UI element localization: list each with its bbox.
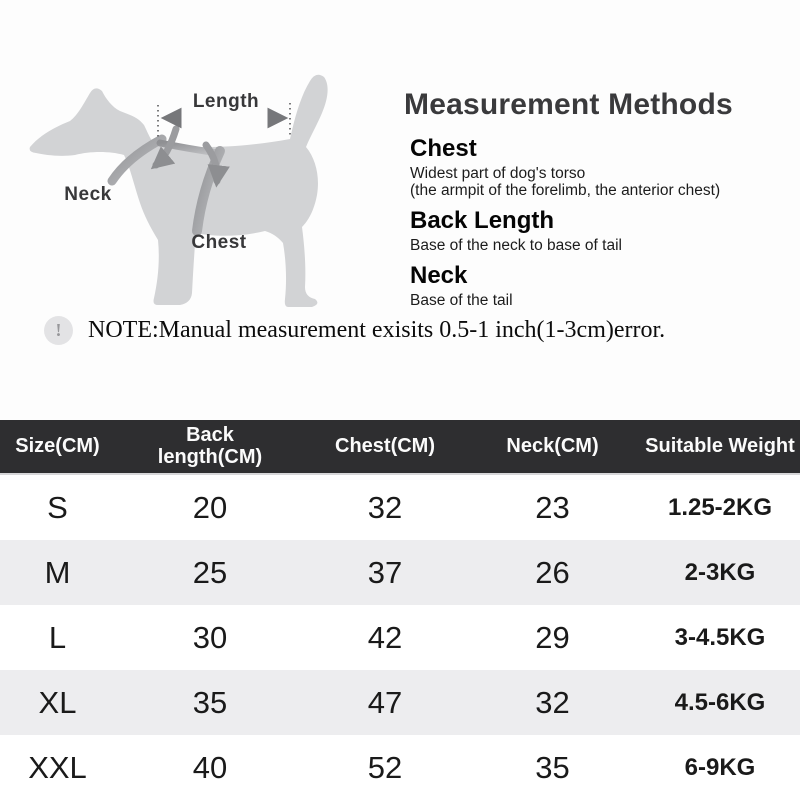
method-chest-line2: (the armpit of the forelimb, the anterio… bbox=[410, 182, 721, 199]
table-row-xxl: XXL 40 52 35 6-9KG bbox=[0, 735, 800, 800]
cell-back-length: 30 bbox=[192, 619, 228, 655]
cell-weight: 3-4.5KG bbox=[674, 623, 766, 651]
cell-neck: 32 bbox=[535, 684, 570, 720]
cell-back-length: 35 bbox=[192, 684, 228, 720]
method-chest-heading: Chest bbox=[410, 135, 477, 162]
exclamation-icon: ! bbox=[44, 316, 73, 345]
dog-measurement-diagram: Length Neck Chest bbox=[29, 74, 328, 307]
cell-weight: 2-3KG bbox=[684, 558, 756, 586]
method-neck: Neck Base of the tail bbox=[404, 262, 800, 309]
size-table: Size(CM) Back length(CM) Chest(CM) Neck(… bbox=[0, 420, 800, 800]
dog-silhouette bbox=[29, 74, 328, 307]
cell-size: M bbox=[44, 554, 71, 590]
chest-pointer-arrow bbox=[202, 141, 230, 188]
cell-chest: 42 bbox=[367, 619, 403, 655]
cell-chest: 37 bbox=[367, 554, 403, 590]
cell-neck: 35 bbox=[535, 749, 570, 785]
table-row-s: S 20 32 23 1.25-2KG bbox=[0, 475, 800, 540]
cell-chest: 32 bbox=[367, 489, 403, 525]
cell-size: XL bbox=[38, 684, 77, 720]
cell-back-length: 40 bbox=[192, 749, 228, 785]
neck-pointer-arrow bbox=[150, 125, 180, 170]
cell-size: XXL bbox=[28, 749, 87, 785]
chest-label: Chest bbox=[191, 232, 246, 253]
cell-chest: 47 bbox=[367, 684, 403, 720]
measurement-methods-section: Measurement Methods Chest Widest part of… bbox=[404, 88, 800, 309]
cell-neck: 23 bbox=[535, 489, 570, 525]
cell-size: L bbox=[48, 619, 67, 655]
cell-neck: 29 bbox=[535, 619, 570, 655]
table-row-m: M 25 37 26 2-3KG bbox=[0, 540, 800, 605]
method-neck-line1: Base of the tail bbox=[410, 292, 513, 309]
size-table-header: Size(CM) Back length(CM) Chest(CM) Neck(… bbox=[0, 420, 800, 475]
method-back-line1: Base of the neck to base of tail bbox=[410, 237, 622, 254]
header-cell-back-length-text: Back length(CM) bbox=[157, 424, 263, 468]
cell-chest: 52 bbox=[367, 749, 403, 785]
length-label: Length bbox=[193, 91, 259, 112]
methods-title: Measurement Methods bbox=[404, 88, 733, 121]
neck-label: Neck bbox=[64, 184, 111, 205]
header-cell-chest: Chest(CM) bbox=[335, 435, 435, 457]
cell-neck: 26 bbox=[535, 554, 570, 590]
method-neck-heading: Neck bbox=[410, 262, 468, 289]
table-row-l: L 30 42 29 3-4.5KG bbox=[0, 605, 800, 670]
cell-size: S bbox=[47, 489, 68, 525]
neck-strap bbox=[107, 134, 167, 186]
header-cell-size: Size(CM) bbox=[15, 435, 100, 457]
cell-weight: 1.25-2KG bbox=[667, 493, 773, 521]
note-banner: ! NOTE:Manual measurement exisits 0.5-1 … bbox=[44, 316, 665, 345]
method-back-length: Back Length Base of the neck to base of … bbox=[404, 207, 800, 254]
note-text: NOTE:Manual measurement exisits 0.5-1 in… bbox=[88, 317, 666, 343]
method-chest: Chest Widest part of dog's torso (the ar… bbox=[404, 135, 800, 199]
header-cell-neck: Neck(CM) bbox=[506, 435, 599, 457]
cell-weight: 4.5-6KG bbox=[674, 688, 766, 716]
header-cell-back-length: Back length(CM) bbox=[115, 424, 305, 469]
header-cell-weight: Suitable Weight bbox=[645, 435, 795, 457]
method-chest-line1: Widest part of dog's torso bbox=[410, 165, 586, 182]
cell-back-length: 25 bbox=[192, 554, 228, 590]
method-back-heading: Back Length bbox=[410, 207, 555, 234]
table-row-xl: XL 35 47 32 4.5-6KG bbox=[0, 670, 800, 735]
cell-back-length: 20 bbox=[192, 489, 228, 525]
cell-weight: 6-9KG bbox=[684, 753, 756, 781]
